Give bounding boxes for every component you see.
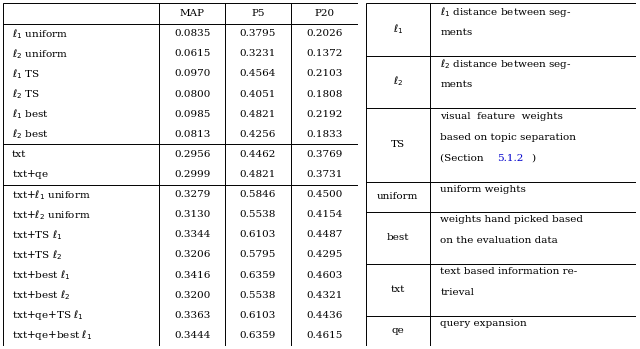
Text: 0.4051: 0.4051: [240, 90, 276, 98]
Text: 0.0970: 0.0970: [174, 69, 211, 79]
Text: ments: ments: [440, 80, 472, 89]
Text: 0.3344: 0.3344: [174, 230, 211, 239]
Text: 0.6359: 0.6359: [240, 270, 276, 280]
Text: 0.4564: 0.4564: [240, 69, 276, 79]
Text: 0.0835: 0.0835: [174, 29, 211, 38]
Text: 0.4500: 0.4500: [307, 190, 343, 199]
Text: 0.5538: 0.5538: [240, 210, 276, 219]
Text: ments: ments: [440, 28, 472, 37]
Text: best: best: [387, 233, 409, 242]
Text: 0.5538: 0.5538: [240, 291, 276, 300]
Text: 0.1833: 0.1833: [307, 130, 343, 139]
Text: $\ell_1$: $\ell_1$: [392, 23, 403, 36]
Text: 0.4436: 0.4436: [307, 311, 343, 320]
Text: on the evaluation data: on the evaluation data: [440, 236, 558, 245]
Text: MAP: MAP: [180, 9, 205, 18]
Text: weights hand picked based: weights hand picked based: [440, 215, 583, 224]
Text: 0.2999: 0.2999: [174, 170, 211, 179]
Text: uniform weights: uniform weights: [440, 185, 526, 194]
Text: P20: P20: [315, 9, 335, 18]
Text: 0.4821: 0.4821: [240, 110, 276, 119]
Text: P5: P5: [252, 9, 265, 18]
Text: 0.2103: 0.2103: [307, 69, 343, 79]
Text: txt$+$TS $\ell_2$: txt$+$TS $\ell_2$: [12, 248, 63, 262]
Text: 0.3416: 0.3416: [174, 270, 211, 280]
Text: 0.3795: 0.3795: [240, 29, 276, 38]
Text: 0.2192: 0.2192: [307, 110, 343, 119]
Text: txt$+\ell_2$ uniform: txt$+\ell_2$ uniform: [12, 208, 91, 222]
Text: txt$+$qe: txt$+$qe: [12, 168, 49, 181]
Text: TS: TS: [391, 140, 405, 149]
Text: 0.4256: 0.4256: [240, 130, 276, 139]
Text: txt: txt: [390, 285, 405, 294]
Text: ): ): [531, 154, 535, 163]
Text: text based information re-: text based information re-: [440, 267, 578, 276]
Text: 5.1.2: 5.1.2: [497, 154, 524, 163]
Text: 0.3769: 0.3769: [307, 150, 343, 159]
Text: 0.3200: 0.3200: [174, 291, 211, 300]
Text: 0.3279: 0.3279: [174, 190, 211, 199]
Text: $\ell_1$ TS: $\ell_1$ TS: [12, 67, 40, 81]
Text: txt$+\ell_1$ uniform: txt$+\ell_1$ uniform: [12, 188, 91, 201]
Text: 0.4603: 0.4603: [307, 270, 343, 280]
Text: 0.5795: 0.5795: [240, 251, 276, 259]
Text: 0.4321: 0.4321: [307, 291, 343, 300]
Text: $\ell_1$ best: $\ell_1$ best: [12, 107, 49, 121]
Text: 0.3731: 0.3731: [307, 170, 343, 179]
Text: 0.4487: 0.4487: [307, 230, 343, 239]
Text: 0.0985: 0.0985: [174, 110, 211, 119]
Text: uniform: uniform: [377, 192, 419, 201]
Text: 0.4821: 0.4821: [240, 170, 276, 179]
Text: $\ell_2$ distance between seg-: $\ell_2$ distance between seg-: [440, 57, 572, 71]
Text: 0.4295: 0.4295: [307, 251, 343, 259]
Text: 0.6103: 0.6103: [240, 311, 276, 320]
Text: 0.0813: 0.0813: [174, 130, 211, 139]
Text: based on topic separation: based on topic separation: [440, 133, 577, 142]
Text: 0.3231: 0.3231: [240, 49, 276, 58]
Text: $\ell_2$ TS: $\ell_2$ TS: [12, 87, 40, 101]
Text: (Section: (Section: [440, 154, 487, 163]
Text: 0.3130: 0.3130: [174, 210, 211, 219]
Text: txt$+$TS $\ell_1$: txt$+$TS $\ell_1$: [12, 228, 63, 242]
Text: 0.5846: 0.5846: [240, 190, 276, 199]
Text: 0.3444: 0.3444: [174, 331, 211, 340]
Text: 0.1372: 0.1372: [307, 49, 343, 58]
Text: 0.0615: 0.0615: [174, 49, 211, 58]
Text: 0.6359: 0.6359: [240, 331, 276, 340]
Text: 0.6103: 0.6103: [240, 230, 276, 239]
Text: $\ell_2$: $\ell_2$: [393, 75, 403, 88]
Text: 0.1808: 0.1808: [307, 90, 343, 98]
Text: 0.4154: 0.4154: [307, 210, 343, 219]
Text: txt$+$qe$+$best $\ell_1$: txt$+$qe$+$best $\ell_1$: [12, 328, 92, 342]
Text: 0.3363: 0.3363: [174, 311, 211, 320]
Text: 0.0800: 0.0800: [174, 90, 211, 98]
Text: txt$+$best $\ell_1$: txt$+$best $\ell_1$: [12, 268, 71, 282]
Text: txt$+$best $\ell_2$: txt$+$best $\ell_2$: [12, 288, 70, 302]
Text: 0.2026: 0.2026: [307, 29, 343, 38]
Text: $\ell_1$ uniform: $\ell_1$ uniform: [12, 27, 68, 40]
Text: 0.3206: 0.3206: [174, 251, 211, 259]
Text: 0.4615: 0.4615: [307, 331, 343, 340]
Text: $\ell_2$ uniform: $\ell_2$ uniform: [12, 47, 68, 61]
Text: trieval: trieval: [440, 288, 474, 297]
Text: txt$+$qe$+$TS $\ell_1$: txt$+$qe$+$TS $\ell_1$: [12, 308, 84, 322]
Text: txt: txt: [12, 150, 26, 159]
Text: $\ell_2$ best: $\ell_2$ best: [12, 127, 49, 141]
Text: qe: qe: [392, 326, 404, 335]
Text: 0.4462: 0.4462: [240, 150, 276, 159]
Text: query expansion: query expansion: [440, 319, 527, 328]
Text: visual  feature  weights: visual feature weights: [440, 112, 563, 120]
Text: $\ell_1$ distance between seg-: $\ell_1$ distance between seg-: [440, 5, 572, 19]
Text: 0.2956: 0.2956: [174, 150, 211, 159]
